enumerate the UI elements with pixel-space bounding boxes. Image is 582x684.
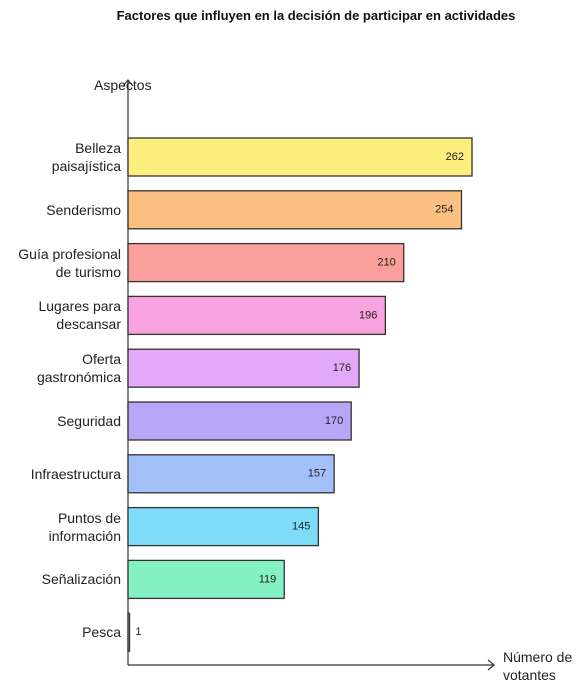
x-axis-arrow (487, 659, 495, 671)
bar (127, 559, 285, 600)
category-label: Oferta gastronómica (36, 351, 121, 386)
bar (127, 242, 405, 283)
category-label: Señalización (41, 571, 121, 588)
category-label: Pesca (82, 624, 121, 641)
bar (127, 401, 352, 441)
value-label: 119 (259, 573, 277, 585)
y-axis-label: Aspectos (94, 77, 152, 93)
category-label: Seguridad (57, 413, 121, 429)
value-label: 145 (292, 521, 310, 533)
bar (127, 295, 386, 336)
category-label: Infraestructura (30, 465, 121, 482)
y-axis-arrow (122, 79, 134, 87)
bar (127, 506, 320, 547)
bar (127, 137, 473, 177)
value-label: 170 (325, 415, 343, 427)
bar (127, 348, 360, 388)
category-label: Senderismo (46, 201, 121, 218)
bar (127, 454, 335, 494)
category-label: Puntos de información (48, 509, 121, 544)
x-axis-label: Número de votantes (503, 649, 573, 683)
value-label: 176 (333, 362, 351, 374)
bar (127, 612, 131, 652)
category-label: Lugares para descansar (38, 298, 121, 333)
value-label: 157 (308, 468, 326, 480)
category-label: Guía profesional de turismo (18, 245, 121, 280)
value-label: 1 (135, 626, 141, 638)
value-label: 196 (359, 309, 377, 321)
value-label: 262 (446, 151, 464, 163)
chart-title: Factores que influyen en la decisión de … (116, 8, 516, 23)
value-label: 210 (377, 257, 395, 269)
value-label: 254 (435, 204, 453, 216)
bar (127, 190, 463, 230)
category-label: Belleza paisajística (51, 140, 121, 174)
